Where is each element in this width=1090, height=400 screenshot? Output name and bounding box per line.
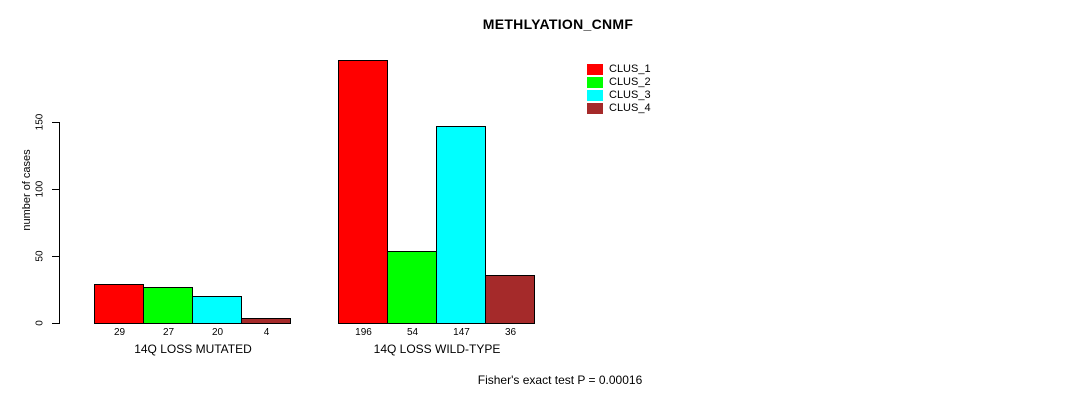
legend-swatch-clus_4 [587,103,603,114]
bar-value-label: 29 [113,327,126,338]
bar-value-label: 54 [406,327,419,338]
bar-clus_3-group2 [436,126,486,324]
bar-clus_1-group2 [338,60,388,324]
legend-swatch-clus_3 [587,90,603,101]
y-axis-label: number of cases [21,149,33,231]
x-group-label: 14Q LOSS WILD-TYPE [373,342,501,356]
bar-value-label: 196 [355,327,372,338]
legend-swatch-clus_1 [587,64,603,75]
y-tick [52,122,59,123]
legend-row: CLUS_3 [587,89,651,102]
x-group-label: 14Q LOSS MUTATED [134,342,252,356]
legend-label: CLUS_2 [609,76,651,88]
y-axis-line [59,122,60,324]
bar-clus_1-group1 [94,284,144,324]
legend-swatch-clus_2 [587,77,603,88]
y-tick-label: 50 [34,250,46,262]
y-tick [52,323,59,324]
y-tick-label: 100 [34,180,46,198]
legend-label: CLUS_4 [609,102,651,114]
bar-clus_4-group1 [241,318,291,324]
chart-title: METHLYATION_CNMF [482,16,634,32]
bar-value-label: 147 [453,327,470,338]
bar-value-label: 36 [504,327,517,338]
legend-row: CLUS_1 [587,63,651,76]
y-tick [52,256,59,257]
legend-label: CLUS_1 [609,63,651,75]
y-tick-label: 0 [34,320,46,326]
y-tick [52,189,59,190]
y-tick-label: 150 [34,113,46,131]
bar-value-label: 4 [263,327,270,338]
annotation-text: Fisher's exact test P = 0.00016 [477,373,643,387]
bar-clus_2-group2 [387,251,437,324]
bar-value-label: 20 [211,327,224,338]
bar-clus_2-group1 [143,287,193,324]
bar-clus_4-group2 [485,275,535,324]
legend-row: CLUS_2 [587,76,651,89]
bar-clus_3-group1 [192,296,242,324]
legend-row: CLUS_4 [587,102,651,115]
legend: CLUS_1 CLUS_2 CLUS_3 CLUS_4 [587,63,651,115]
legend-label: CLUS_3 [609,89,651,101]
bar-value-label: 27 [162,327,175,338]
